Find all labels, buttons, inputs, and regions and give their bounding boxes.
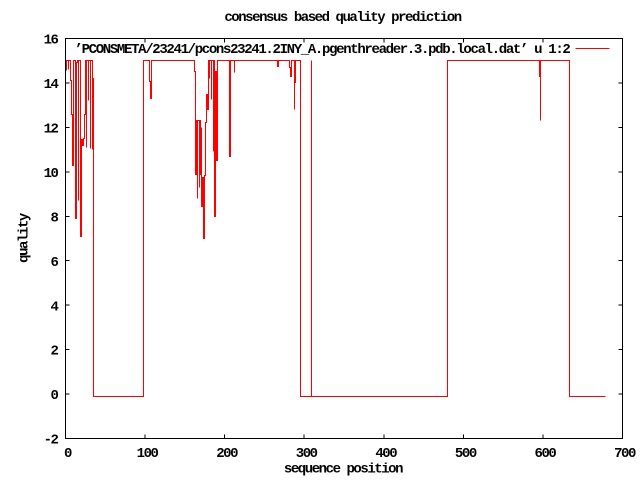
- svg-text:700: 700: [614, 446, 636, 462]
- svg-text:14: 14: [44, 77, 59, 93]
- svg-text:8: 8: [51, 210, 59, 226]
- svg-text:400: 400: [375, 446, 397, 462]
- svg-text:quality: quality: [17, 212, 33, 263]
- svg-text:16: 16: [44, 33, 59, 49]
- svg-text:300: 300: [296, 446, 318, 462]
- svg-text:0: 0: [64, 446, 72, 462]
- svg-text:4: 4: [51, 299, 59, 315]
- svg-text:’PCONSMETA/23241/pcons23241.2I: ’PCONSMETA/23241/pcons23241.2INY_A.pgent…: [75, 42, 571, 58]
- svg-text:100: 100: [137, 446, 159, 462]
- svg-text:10: 10: [44, 166, 59, 182]
- svg-text:consensus based quality predic: consensus based quality prediction: [224, 10, 461, 26]
- svg-text:-2: -2: [44, 433, 59, 449]
- svg-text:600: 600: [535, 446, 557, 462]
- svg-text:6: 6: [51, 255, 59, 271]
- svg-text:0: 0: [51, 388, 59, 404]
- svg-text:2: 2: [51, 344, 59, 360]
- svg-text:sequence position: sequence position: [284, 462, 403, 478]
- svg-text:200: 200: [216, 446, 238, 462]
- svg-text:500: 500: [455, 446, 477, 462]
- svg-text:12: 12: [44, 121, 59, 137]
